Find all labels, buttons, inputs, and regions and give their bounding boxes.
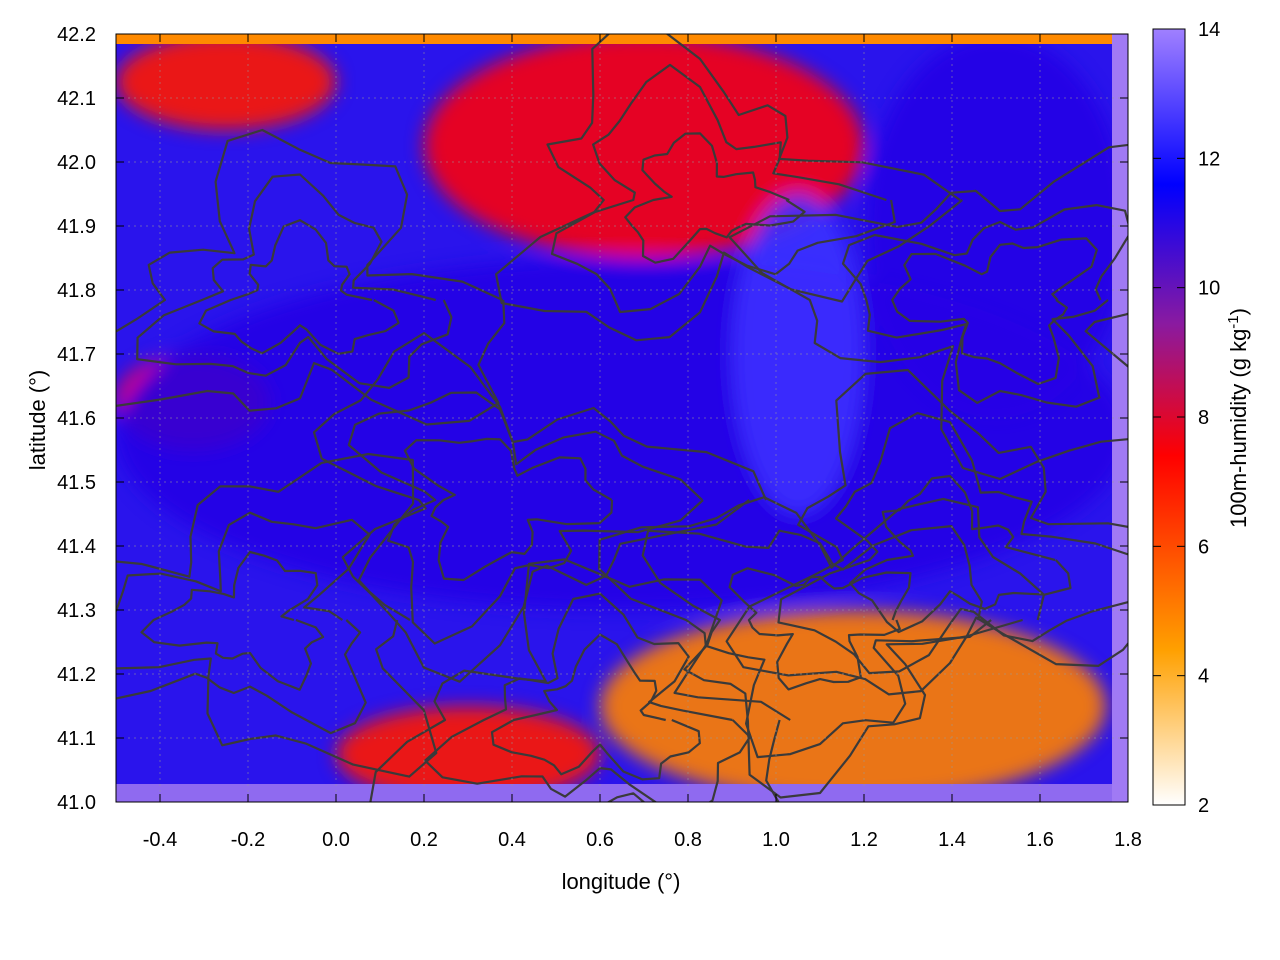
- colorbar-tick-label: 10: [1198, 278, 1220, 300]
- y-tick-labels: 41.0 41.1 41.2 41.3 41.4 41.5 41.6 41.7 41.8 41.9…: [57, 24, 96, 814]
- contour-line: [641, 525, 992, 759]
- region-northwest-low: [116, 34, 336, 130]
- colorbar-tick-label: 4: [1198, 666, 1209, 688]
- y-tick-label: 41.1: [57, 728, 96, 750]
- field-bottom-edge: [116, 784, 1128, 802]
- colorbar-ticks: [1153, 28, 1185, 806]
- colorbar-tick-label: 12: [1198, 148, 1220, 170]
- contour-line: [490, 633, 701, 781]
- x-tick-label: 1.4: [938, 829, 966, 851]
- contour-line: [728, 567, 912, 691]
- contour-line: [598, 496, 1045, 799]
- x-axis-title: longitude (°): [562, 869, 681, 894]
- contour-line: [136, 173, 453, 389]
- y-axis-title: latitude (°): [25, 370, 50, 471]
- axis-ticks: [116, 33, 1129, 803]
- terrain-contours: [116, 34, 1128, 802]
- colorbar-title: 100m-humidity (g kg-1): [1225, 308, 1252, 528]
- field-top-edge: [116, 34, 1128, 44]
- colorbar-tick-label: 6: [1198, 536, 1209, 558]
- x-tick-label: 0.8: [674, 829, 702, 851]
- y-tick-label: 41.2: [57, 664, 96, 686]
- grid: [116, 33, 1129, 803]
- region-south-dry: [600, 610, 1106, 802]
- contour-line: [495, 34, 963, 342]
- colorbar-tick-labels: 2 4 6 8 10 12 14: [1198, 19, 1220, 817]
- x-tick-label: 0.4: [498, 829, 526, 851]
- contour-line: [550, 63, 896, 314]
- y-tick-label: 41.5: [57, 472, 96, 494]
- y-tick-label: 41.4: [57, 536, 96, 558]
- contour-line: [891, 237, 1098, 386]
- y-tick-label: 41.9: [57, 216, 96, 238]
- contour-line: [198, 219, 400, 355]
- contour-line: [116, 452, 438, 778]
- x-tick-label: 0.0: [322, 829, 350, 851]
- colorbar-title-main: 100m-humidity (g kg: [1226, 329, 1251, 528]
- colorbar-tick-label: 2: [1198, 795, 1209, 817]
- y-tick-label: 42.2: [57, 24, 96, 46]
- contour-line: [725, 368, 1128, 696]
- x-tick-label: 0.6: [586, 829, 614, 851]
- contour-line: [841, 204, 1128, 408]
- humidity-field: [116, 34, 1128, 802]
- x-tick-label: 1.6: [1026, 829, 1054, 851]
- y-tick-label: 41.0: [57, 792, 96, 814]
- colorbar-title-sup: -1: [1225, 315, 1242, 328]
- contour-line: [403, 437, 614, 582]
- x-tick-label: 0.2: [410, 829, 438, 851]
- contour-line: [140, 550, 325, 691]
- x-tick-label: 1.2: [850, 829, 878, 851]
- region-southwest-dry: [336, 706, 600, 802]
- contour-line: [312, 332, 768, 683]
- y-tick-label: 41.7: [57, 344, 96, 366]
- y-tick-label: 42.1: [57, 88, 96, 110]
- y-tick-label: 41.8: [57, 280, 96, 302]
- colorbar-title-end: ): [1226, 308, 1251, 315]
- y-tick-label: 41.3: [57, 600, 96, 622]
- contour-line: [849, 474, 1072, 634]
- x-tick-label: 1.0: [762, 829, 790, 851]
- colorbar-tick-label: 14: [1198, 19, 1220, 41]
- contour-line: [624, 132, 806, 264]
- x-tick-label: -0.4: [143, 829, 177, 851]
- contour-line: [369, 558, 791, 802]
- contour-line: [116, 128, 506, 426]
- region-valley-very-humid: [732, 194, 864, 514]
- contour-line: [116, 511, 371, 735]
- x-tick-label: -0.2: [231, 829, 265, 851]
- contour-line: [777, 412, 1128, 675]
- contour-line: [347, 391, 704, 645]
- contour-line: [424, 592, 752, 802]
- y-tick-label: 42.0: [57, 152, 96, 174]
- contour-line: [728, 143, 1128, 481]
- x-tick-labels: -0.4 -0.2 0.0 0.2 0.4 0.6 0.8 1.0 1.2 1.4 1.6 1.8: [143, 829, 1142, 851]
- region-north-humid-low: [424, 34, 864, 258]
- colorbar: 2 4 6 8 10 12 14 100m-humidity (g kg-1): [1152, 19, 1252, 817]
- x-tick-label: 1.8: [1114, 829, 1142, 851]
- colorbar-tick-label: 8: [1198, 407, 1209, 429]
- y-tick-label: 41.6: [57, 408, 96, 430]
